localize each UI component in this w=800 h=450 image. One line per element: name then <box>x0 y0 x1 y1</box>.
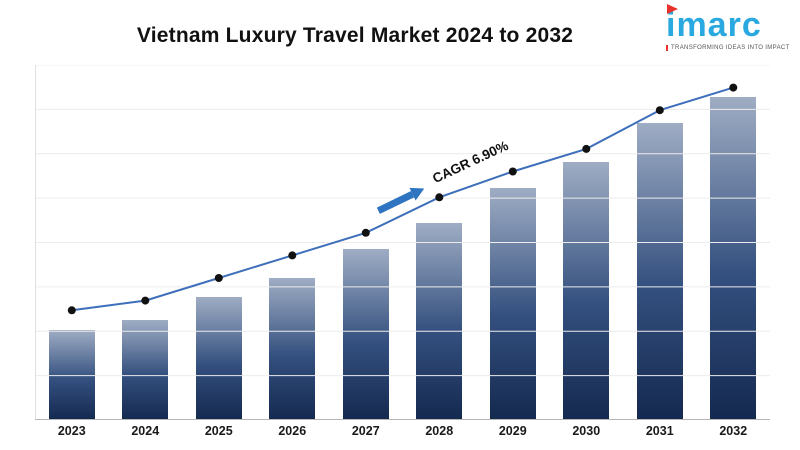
x-axis-labels: 2023 2024 2025 2026 2027 2028 2029 2030 2031 2032 <box>35 424 770 438</box>
x-tick-2025: 2025 <box>204 424 233 438</box>
plot-area: CAGR 6.90% <box>35 65 770 420</box>
bar-slot-2030 <box>550 65 624 420</box>
bar-2028 <box>416 223 463 420</box>
imarc-logo: imarc TRANSFORMING IDEAS INTO IMPACT <box>666 4 789 51</box>
bar-2025 <box>195 297 242 420</box>
bar-slot-2025 <box>182 65 256 420</box>
bar-slot-2031 <box>623 65 697 420</box>
bar-2027 <box>342 248 389 420</box>
bar-slot-2027 <box>329 65 403 420</box>
x-tick-2026: 2026 <box>278 424 307 438</box>
x-tick-2024: 2024 <box>131 424 160 438</box>
bar-slot-2023 <box>35 65 109 420</box>
bar-slot-2029 <box>476 65 550 420</box>
bar-2032 <box>710 97 757 420</box>
bar-slot-2028 <box>403 65 477 420</box>
logo-flag-icon <box>667 4 678 14</box>
bar-2030 <box>563 161 610 420</box>
x-tick-2023: 2023 <box>57 424 86 438</box>
x-tick-2029: 2029 <box>498 424 527 438</box>
x-tick-2028: 2028 <box>425 424 454 438</box>
x-tick-2031: 2031 <box>645 424 674 438</box>
bar-2024 <box>122 319 169 420</box>
x-tick-2030: 2030 <box>572 424 601 438</box>
bar-2031 <box>636 123 683 420</box>
x-tick-2027: 2027 <box>351 424 380 438</box>
bar-slot-2032 <box>697 65 771 420</box>
bar-2026 <box>269 278 316 420</box>
chart-header: Vietnam Luxury Travel Market 2024 to 203… <box>0 0 800 62</box>
bar-slot-2026 <box>256 65 330 420</box>
logo-text: imarc <box>666 6 762 44</box>
bar-2023 <box>48 329 95 420</box>
bars <box>35 65 770 420</box>
x-tick-2032: 2032 <box>719 424 748 438</box>
bar-2029 <box>489 187 536 420</box>
logo-tagline: TRANSFORMING IDEAS INTO IMPACT <box>666 45 789 51</box>
bar-slot-2024 <box>109 65 183 420</box>
chart-title: Vietnam Luxury Travel Market 2024 to 203… <box>136 24 574 47</box>
